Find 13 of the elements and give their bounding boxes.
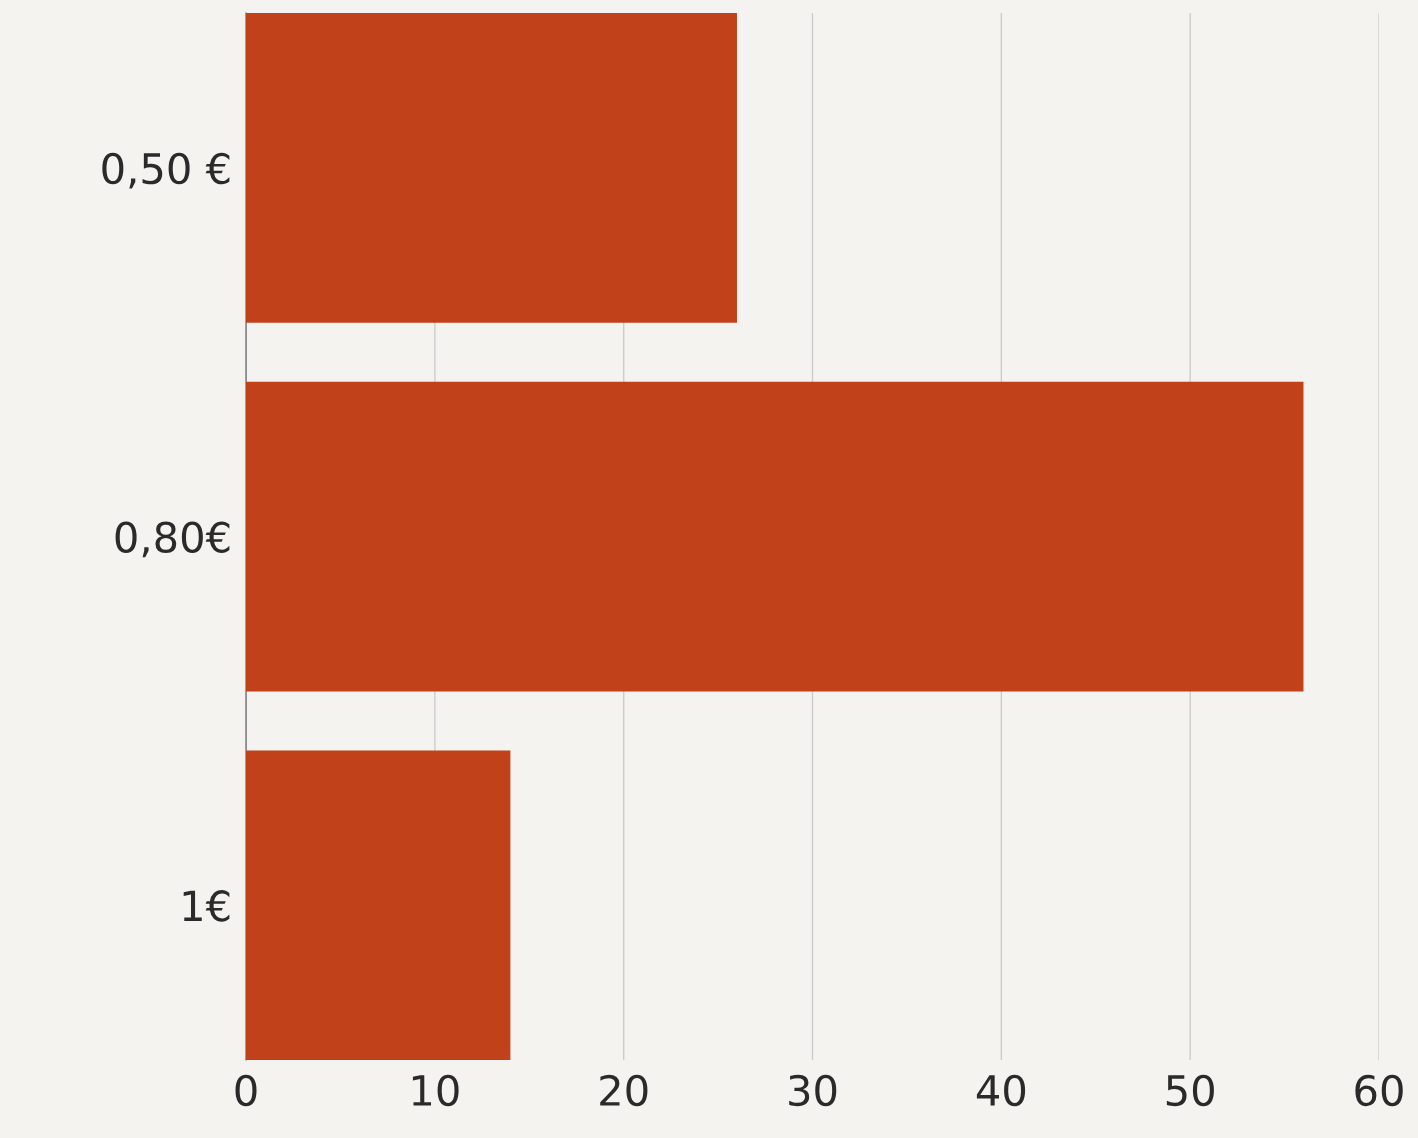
y-tick-label: 0,80€ — [115, 521, 230, 558]
x-tick-label: 10 — [412, 1074, 459, 1107]
x-tick-label: 40 — [976, 1074, 1026, 1107]
bar — [246, 381, 1304, 692]
bar — [246, 750, 511, 1061]
x-tick-label: 30 — [789, 1074, 837, 1107]
x-tick-label: 50 — [1166, 1074, 1214, 1107]
x-tick-label: 60 — [1355, 1074, 1403, 1107]
y-tick-label: 0,50 € — [102, 152, 230, 189]
x-tick-label: 0 — [235, 1074, 257, 1107]
x-tick-label: 20 — [600, 1074, 648, 1107]
bar — [246, 13, 737, 323]
y-tick-label: 1€ — [183, 890, 230, 922]
